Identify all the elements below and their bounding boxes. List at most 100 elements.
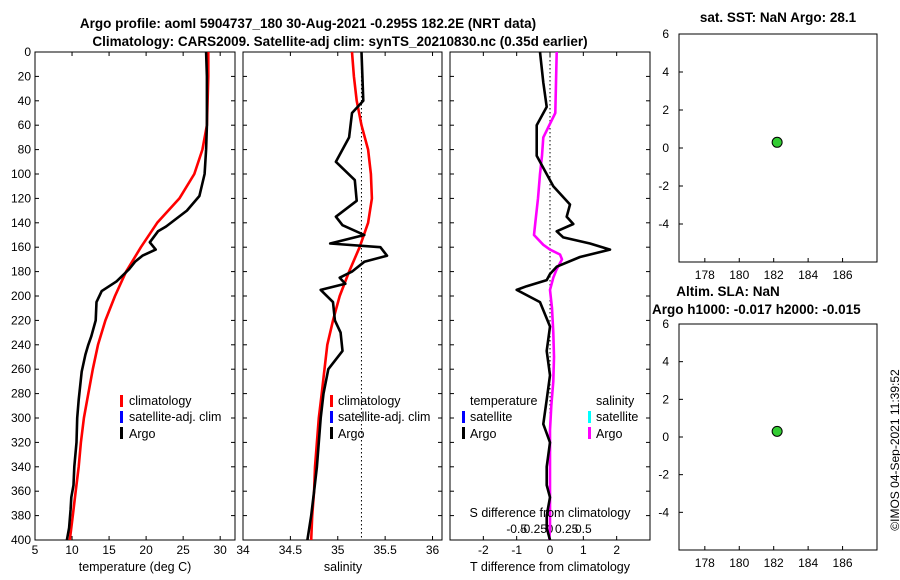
temperature-xlabel: temperature (deg C) (79, 560, 192, 574)
y-tick-label: 4 (662, 355, 669, 369)
y-tick-label: 2 (662, 392, 669, 406)
x-tick-label: 36 (426, 543, 440, 557)
x-tick-label: 178 (695, 268, 715, 282)
sst-title: sat. SST: NaN Argo: 28.1 (700, 10, 857, 25)
depth-tick-label: 20 (18, 69, 32, 83)
legend-label-t-argo: Argo (470, 427, 496, 441)
y-tick-label: 6 (662, 317, 669, 331)
legend-title-temperature: temperature (470, 394, 537, 408)
y-tick-label: 0 (662, 141, 669, 155)
depth-tick-label: 220 (11, 313, 31, 327)
sla-axes (678, 323, 878, 551)
salinity-axes (242, 51, 443, 541)
legend-label-t-satellite: satellite (470, 410, 512, 424)
x-tick-label: 10 (65, 543, 79, 557)
x-tick-label: 182 (764, 268, 784, 282)
x-tick-label: 35.5 (373, 543, 397, 557)
depth-tick-label: 120 (11, 191, 31, 205)
depth-tick-label: 200 (11, 289, 31, 303)
depth-tick-label: 300 (11, 411, 31, 425)
x-tick-label: 15 (102, 543, 116, 557)
x-tick-label: 34.5 (279, 543, 303, 557)
y-tick-label: -2 (658, 468, 669, 482)
depth-tick-label: 400 (11, 533, 31, 547)
y-tick-label: 6 (662, 27, 669, 41)
depth-tick-label: 280 (11, 387, 31, 401)
depth-tick-label: 340 (11, 460, 31, 474)
depth-tick-label: 260 (11, 362, 31, 376)
x-tick-label: 1 (580, 543, 587, 557)
temperature-argo-line (65, 51, 209, 541)
depth-tick-label: 80 (18, 143, 32, 157)
legend-swatch-t-satellite (462, 411, 465, 423)
x-tick-label: 178 (695, 556, 715, 570)
legend-swatch-satellite-adj (120, 411, 123, 423)
s-difference-xlabel: S difference from climatology (470, 506, 632, 520)
salinity-legend: climatology satellite-adj. clim Argo (330, 394, 430, 441)
legend-swatch-climatology (330, 395, 333, 407)
x-tick-label: 186 (833, 556, 853, 570)
depth-tick-label: 40 (18, 94, 32, 108)
legend-label-argo: Argo (338, 427, 364, 441)
temperature-legend: climatology satellite-adj. clim Argo (120, 394, 221, 441)
y-tick-label: -4 (658, 505, 669, 519)
imos-timestamp-watermark: ©IMOS 04-Sep-2021 11:39:52 (888, 369, 900, 531)
s-diff-tick-label: -0.5 (506, 522, 527, 536)
differences-t-argo-clim-line (515, 51, 612, 541)
y-tick-label: 4 (662, 65, 669, 79)
x-tick-label: 180 (729, 268, 749, 282)
x-tick-label: 25 (176, 543, 190, 557)
legend-swatch-satellite-adj (330, 411, 333, 423)
legend-swatch-s-argo (588, 427, 591, 439)
sla-title: Altim. SLA: NaN (676, 284, 780, 299)
legend-label-climatology: climatology (129, 394, 192, 408)
x-tick-label: 184 (798, 556, 818, 570)
y-tick-label: -4 (658, 217, 669, 231)
x-tick-label: 35 (331, 543, 345, 557)
depth-tick-label: 360 (11, 484, 31, 498)
depth-tick-label: 140 (11, 216, 31, 230)
depth-tick-label: 100 (11, 167, 31, 181)
salinity-argo-line (306, 51, 389, 541)
legend-label-argo: Argo (129, 427, 155, 441)
sst-argo-point (771, 136, 783, 148)
legend-swatch-argo (120, 427, 123, 439)
legend-label-climatology: climatology (338, 394, 401, 408)
temperature-axes (34, 51, 236, 541)
legend-label-satellite-adj: satellite-adj. clim (338, 410, 430, 424)
legend-label-s-satellite: satellite (596, 410, 638, 424)
legend-title-salinity: salinity (596, 394, 635, 408)
t-difference-xlabel: T difference from climatology (470, 560, 631, 574)
depth-tick-label: 240 (11, 338, 31, 352)
salinity-climatology-line (309, 51, 374, 541)
y-tick-label: -2 (658, 179, 669, 193)
x-tick-label: 186 (833, 268, 853, 282)
figure-title-line1: Argo profile: aoml 5904737_180 30-Aug-20… (80, 16, 536, 31)
x-tick-label: 184 (798, 268, 818, 282)
legend-label-s-argo: Argo (596, 427, 622, 441)
figure-title-line2: Climatology: CARS2009. Satellite-adj cli… (92, 34, 587, 49)
x-tick-label: 2 (613, 543, 620, 557)
x-tick-label: 30 (214, 543, 228, 557)
depth-tick-label: 180 (11, 265, 31, 279)
x-tick-label: -1 (511, 543, 522, 557)
legend-swatch-s-satellite (588, 411, 591, 423)
depth-tick-label: 320 (11, 435, 31, 449)
y-tick-label: 0 (662, 430, 669, 444)
x-tick-label: 34 (236, 543, 250, 557)
x-tick-label: -2 (478, 543, 489, 557)
y-tick-label: 2 (662, 103, 669, 117)
sst-axes (678, 33, 878, 263)
x-tick-label: 5 (32, 543, 39, 557)
difference-legend: temperature satellite Argo salinity sate… (462, 394, 638, 441)
s-diff-tick-label: 0.25 (555, 522, 579, 536)
s-diff-tick-label: 0.5 (575, 522, 592, 536)
sla-subtitle: Argo h1000: -0.017 h2000: -0.015 (652, 302, 861, 317)
depth-tick-label: 160 (11, 240, 31, 254)
sla-argo-point (771, 425, 783, 437)
depth-tick-label: 0 (24, 45, 31, 59)
s-diff-tick-label: -0.25 (520, 522, 548, 536)
legend-swatch-t-argo (462, 427, 465, 439)
legend-swatch-argo (330, 427, 333, 439)
